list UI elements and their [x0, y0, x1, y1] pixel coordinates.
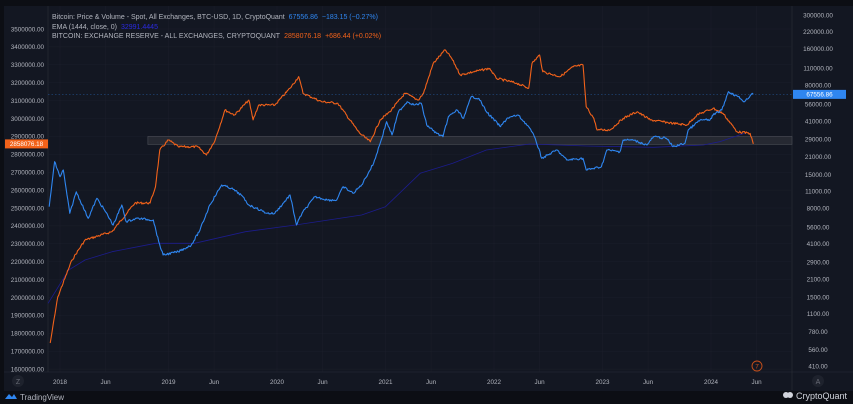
right-tick-label: 560.00: [808, 347, 828, 354]
series-line-exchange-reserve: [49, 49, 754, 344]
legend-ema-title: EMA (1444, close, 0): [52, 23, 117, 31]
right-tick-label: 15000.00: [805, 172, 832, 179]
series-layer: [47, 49, 792, 344]
right-tick-label: 41000.00: [805, 118, 832, 125]
legend-price-value: 67556.86: [288, 14, 318, 21]
tradingview-logo[interactable]: TradingView: [5, 392, 64, 402]
cryptoquant-label: CryptoQuant: [795, 391, 847, 401]
left-tick-label: 2200000.00: [11, 259, 45, 266]
right-tick-label: 29000.00: [805, 137, 832, 144]
tradingview-icon: [5, 392, 17, 402]
left-tick-label: 3500000.00: [11, 26, 45, 33]
price-last-value-label: 67556.86: [806, 92, 833, 99]
auto-scale-right-button[interactable]: A: [812, 375, 824, 387]
right-tick-label: 21000.00: [805, 154, 832, 161]
left-tick-label: 2500000.00: [11, 205, 45, 212]
right-tick-label: 160000.00: [803, 46, 833, 53]
left-tick-label: 2600000.00: [11, 187, 45, 194]
left-tick-label: 2100000.00: [11, 277, 45, 284]
right-tick-label: 80000.00: [805, 83, 832, 90]
legend-ema-value: 32991.4445: [120, 23, 158, 31]
right-tick-label: 110000.00: [803, 66, 833, 73]
gridlines: [48, 6, 792, 372]
chart-background: [4, 6, 853, 391]
right-tick-label: 300000.00: [803, 12, 833, 19]
a-label: A: [816, 379, 821, 386]
left-tick-label: 2000000.00: [11, 295, 45, 302]
left-tick-label: 1900000.00: [11, 313, 45, 320]
right-tick-label: 2900.00: [807, 259, 830, 266]
time-tick-label: 2018: [53, 379, 68, 386]
time-tick-label: 2020: [270, 379, 285, 386]
time-tick-label: Jun: [643, 379, 654, 386]
time-tick-label: Jun: [751, 379, 762, 386]
time-tick-label: Jun: [209, 379, 220, 386]
left-tick-label: 2300000.00: [11, 241, 45, 248]
legend-reserve[interactable]: BITCOIN: EXCHANGE RESERVE - ALL EXCHANGE…: [52, 32, 381, 42]
left-tick-label: 1800000.00: [11, 331, 45, 338]
time-tick-label: Jun: [317, 379, 328, 386]
legend: Bitcoin: Price & Volume - Spot, All Exch…: [52, 13, 381, 42]
left-tick-label: 3000000.00: [11, 116, 45, 123]
legend-reserve-value: 2858076.18: [284, 33, 322, 41]
z-label: Z: [16, 379, 21, 386]
reserve-last-value-badge: [5, 139, 48, 149]
left-tick-label: 2900000.00: [11, 134, 45, 141]
left-tick-label: 1600000.00: [11, 366, 45, 373]
auto-scale-left-button[interactable]: Z: [12, 375, 24, 387]
right-tick-label: 1100.00: [807, 311, 830, 318]
left-axis[interactable]: 3500000.00 3400000.00 3300000.00 3200000.00…: [5, 26, 48, 373]
reserve-last-value-label: 2858076.18: [10, 141, 44, 148]
right-tick-label: 8000.00: [807, 205, 830, 212]
time-tick-label: 2022: [487, 379, 502, 386]
legend-price-title: Bitcoin: Price & Volume - Spot, All Exch…: [52, 14, 285, 21]
right-axis[interactable]: 300000.00 220000.00 160000.00 110000.00 8000…: [793, 12, 846, 370]
right-tick-label: 56000.00: [805, 102, 832, 109]
tradingview-label: TradingView: [20, 392, 65, 402]
legend-reserve-change: +686.44 (+0.02%): [325, 33, 382, 41]
series-line-btc-price: [48, 91, 754, 256]
left-tick-label: 2800000.00: [11, 152, 45, 159]
legend-reserve-title: BITCOIN: EXCHANGE RESERVE - ALL EXCHANGE…: [52, 33, 281, 41]
right-tick-label: 220000.00: [803, 29, 833, 36]
left-tick-label: 2700000.00: [11, 169, 45, 176]
left-tick-label: 3100000.00: [11, 98, 45, 105]
left-tick-label: 3400000.00: [11, 44, 45, 51]
cryptoquant-logo[interactable]: CryptoQuant: [782, 391, 847, 401]
support-zone: [147, 136, 793, 145]
time-axis[interactable]: 2018 Jun 2019 Jun 2020 Jun 2021 Jun 2022 Jun 2023 J…: [53, 379, 762, 386]
legend-price[interactable]: Bitcoin: Price & Volume - Spot, All Exch…: [52, 13, 381, 23]
time-tick-label: Jun: [426, 379, 437, 386]
support-zone-rect: [147, 136, 793, 145]
footer: TradingView CryptoQuant: [0, 391, 853, 404]
left-tick-label: 3300000.00: [11, 62, 45, 69]
event-marker[interactable]: 7: [751, 360, 763, 372]
left-tick-label: 2400000.00: [11, 223, 45, 230]
right-tick-label: 11000.00: [805, 188, 831, 195]
left-tick-label: 1700000.00: [11, 348, 45, 355]
right-tick-label: 780.00: [808, 329, 828, 336]
time-tick-label: Jun: [534, 379, 545, 386]
legend-ema[interactable]: EMA (1444, close, 0) 32991.4445: [52, 23, 381, 33]
cryptoquant-icon: [782, 391, 793, 401]
time-tick-label: Jun: [100, 379, 111, 386]
time-tick-label: 2019: [161, 379, 176, 386]
time-tick-label: 2024: [704, 379, 719, 386]
legend-price-change: −183.15 (−0.27%): [321, 14, 378, 21]
time-tick-label: 2021: [378, 379, 393, 386]
event-marker-label: 7: [755, 364, 759, 371]
right-tick-label: 2100.00: [807, 276, 830, 283]
price-last-value-badge: [793, 89, 846, 99]
left-tick-label: 3200000.00: [11, 80, 45, 87]
right-tick-label: 4100.00: [807, 241, 830, 248]
right-tick-label: 5600.00: [807, 224, 830, 231]
right-tick-label: 1500.00: [807, 294, 830, 301]
time-tick-label: 2023: [595, 379, 610, 386]
right-tick-label: 410.00: [808, 363, 828, 370]
